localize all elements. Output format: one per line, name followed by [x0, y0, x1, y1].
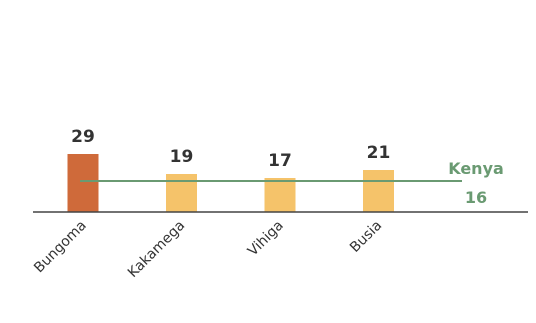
bar-kakamega — [166, 174, 197, 212]
value-label-bungoma: 29 — [71, 127, 95, 147]
category-label-busia: Busia — [347, 218, 385, 256]
bars-group — [67, 154, 394, 212]
category-label-bungoma: Bungoma — [31, 218, 90, 277]
value-label-busia: 21 — [367, 143, 391, 163]
value-labels-group: 29 19 17 21 — [71, 127, 390, 171]
value-label-vihiga: 17 — [268, 151, 292, 171]
reference-line-value-label: 16 — [465, 188, 487, 207]
bar-vihiga — [264, 178, 296, 212]
bar-busia — [363, 170, 394, 212]
bar-bungoma — [67, 154, 99, 212]
category-label-kakamega: Kakamega — [125, 218, 188, 281]
value-label-kakamega: 19 — [170, 147, 194, 167]
category-labels-group: Bungoma Kakamega Vihiga Busia — [31, 218, 385, 281]
category-label-vihiga: Vihiga — [245, 218, 287, 260]
reference-line-label: Kenya — [448, 159, 504, 178]
